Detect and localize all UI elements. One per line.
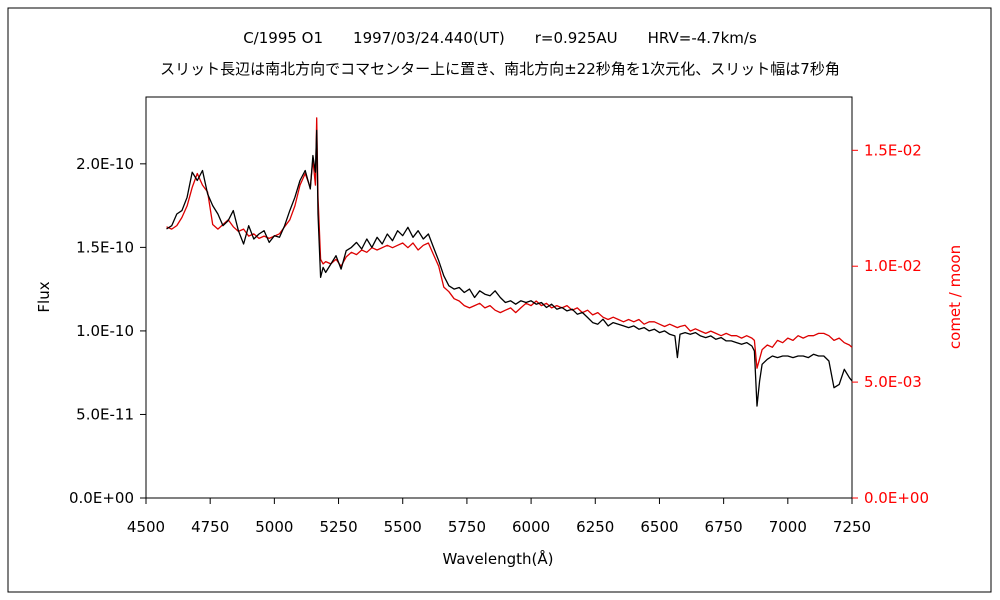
x-tick-label: 5250 xyxy=(319,518,357,536)
x-tick-label: 6000 xyxy=(512,518,550,536)
x-tick-label: 7250 xyxy=(833,518,871,536)
y-tick-label: 2.0E-10 xyxy=(76,155,134,173)
y2-tick-label: 1.5E-02 xyxy=(864,141,922,159)
x-tick-label: 6250 xyxy=(576,518,614,536)
chart-frame xyxy=(7,7,992,593)
x-tick-label: 7000 xyxy=(769,518,807,536)
y2-tick-label: 1.0E-02 xyxy=(864,257,922,275)
y-axis-right: 0.0E+00 5.0E-03 1.0E-02 1.5E-02 xyxy=(852,141,929,507)
series-layer xyxy=(166,117,853,407)
x-tick-label: 6750 xyxy=(705,518,743,536)
flux-series-line xyxy=(166,129,853,407)
comet-moon-series-line xyxy=(166,117,853,369)
x-axis-label: Wavelength(Å) xyxy=(443,549,554,568)
x-tick-label: 5750 xyxy=(448,518,486,536)
chart-title: C/1995 O1 1997/03/24.440(UT) r=0.925AU H… xyxy=(243,29,757,47)
x-axis: 4500 4750 5000 5250 5500 5750 6000 6250 6500 6750… xyxy=(127,498,871,536)
y-tick-label: 1.5E-10 xyxy=(76,238,134,256)
y2-tick-label: 5.0E-03 xyxy=(864,373,922,391)
y-axis-label: Flux xyxy=(35,281,53,312)
x-tick-label: 4500 xyxy=(127,518,165,536)
x-tick-label: 4750 xyxy=(191,518,229,536)
y-axis-left: 0.0E+00 5.0E-11 1.0E-10 1.5E-10 2.0E-10 xyxy=(69,155,146,507)
x-tick-label: 5000 xyxy=(255,518,293,536)
x-tick-label: 5500 xyxy=(384,518,422,536)
y2-tick-label: 0.0E+00 xyxy=(864,489,929,507)
y2-axis-label: comet / moon xyxy=(946,245,964,349)
x-tick-label: 6500 xyxy=(640,518,678,536)
chart-subtitle: スリット長辺は南北方向でコマセンター上に置き、南北方向±22秒角を1次元化、スリ… xyxy=(160,60,840,78)
y-tick-label: 0.0E+00 xyxy=(69,489,134,507)
y-tick-label: 1.0E-10 xyxy=(76,322,134,340)
plot-area xyxy=(145,96,853,499)
y-tick-label: 5.0E-11 xyxy=(76,405,134,423)
